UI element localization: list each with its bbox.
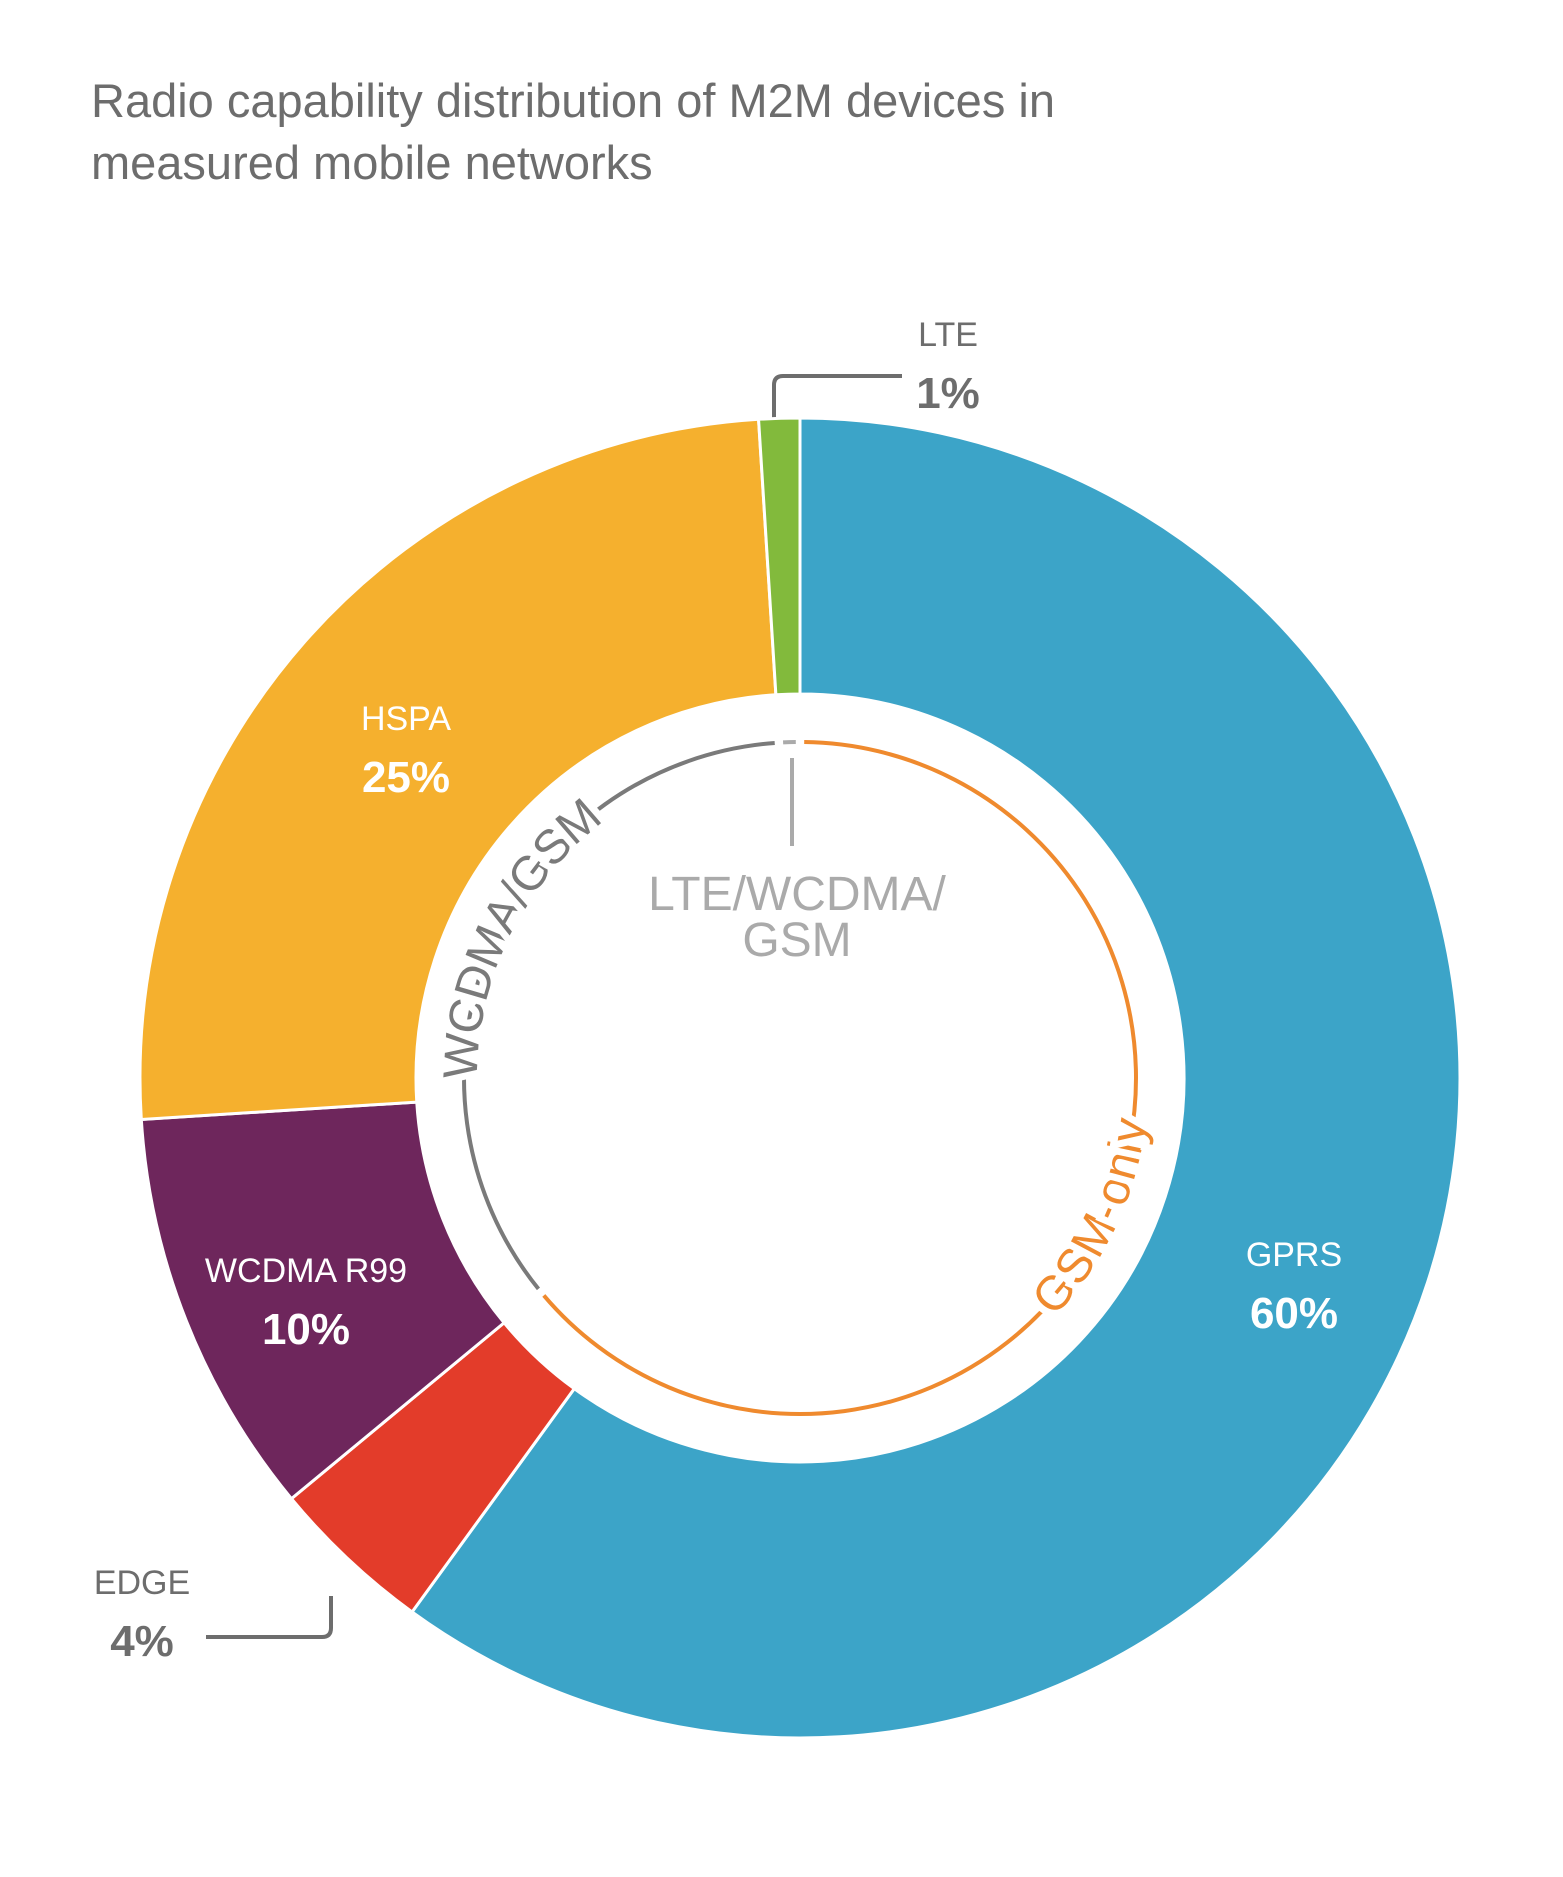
slice-label: WCDMA R99 xyxy=(205,1252,407,1290)
slice-label: EDGE xyxy=(94,1564,190,1602)
donut-slice xyxy=(409,416,1462,1740)
leader-line xyxy=(206,1596,333,1639)
inner-ring-arc xyxy=(542,740,1138,1416)
donut-slice xyxy=(756,416,802,697)
value-label: 1% xyxy=(916,369,980,418)
slice-label: GPRS xyxy=(1246,1236,1342,1274)
inner-ring-arc xyxy=(462,740,775,1291)
slice-label: HSPA xyxy=(361,700,451,738)
value-label: 60% xyxy=(1250,1289,1338,1338)
value-label: 4% xyxy=(110,1617,174,1666)
value-label: 10% xyxy=(262,1305,350,1354)
donut-slice xyxy=(138,417,778,1122)
value-label: 25% xyxy=(362,753,450,802)
donut-slice xyxy=(139,1100,507,1501)
inner-ring-label: LTE/WCDMA/ GSM xyxy=(648,868,946,967)
leader-line xyxy=(772,374,902,421)
chart-title: Radio capability distribution of M2M dev… xyxy=(91,74,1055,189)
slice-label: LTE xyxy=(918,316,978,354)
